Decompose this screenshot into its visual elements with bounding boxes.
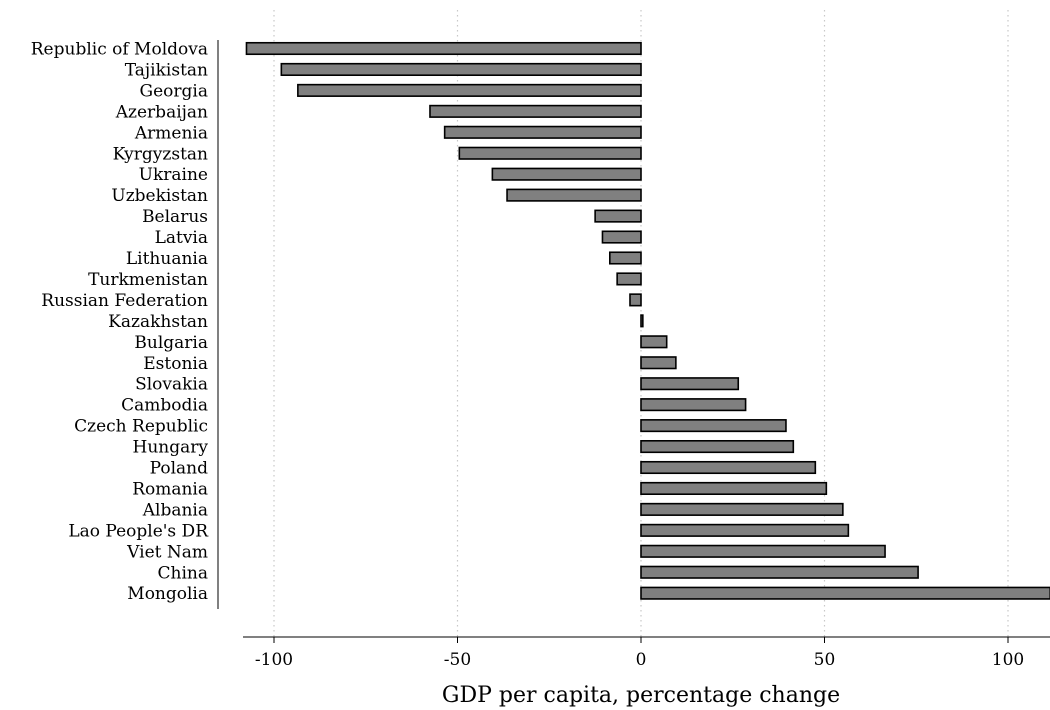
bar bbox=[640, 502, 844, 516]
bar bbox=[640, 523, 850, 537]
bar bbox=[640, 356, 677, 370]
category-label: Lao People's DR bbox=[68, 521, 209, 541]
bar bbox=[640, 377, 740, 391]
bar bbox=[245, 41, 642, 56]
bar bbox=[640, 586, 1050, 600]
bar bbox=[609, 251, 642, 265]
category-label: Cambodia bbox=[121, 396, 208, 416]
category-label: Lithuania bbox=[126, 249, 208, 269]
category-label: Kazakhstan bbox=[108, 312, 208, 332]
category-label: Tajikistan bbox=[125, 60, 208, 80]
bar bbox=[640, 335, 668, 349]
bar bbox=[640, 544, 886, 558]
category-labels: Republic of MoldovaTajikistanGeorgiaAzer… bbox=[31, 40, 209, 605]
bar bbox=[616, 272, 642, 286]
x-ticks: -100 -50 0 50 100 bbox=[255, 637, 1024, 670]
category-label: China bbox=[158, 563, 208, 583]
bar bbox=[458, 146, 642, 160]
category-label: Czech Republic bbox=[74, 417, 208, 437]
category-label: Azerbaijan bbox=[115, 102, 208, 122]
bar bbox=[297, 83, 642, 97]
x-tick-label: 0 bbox=[636, 650, 647, 670]
category-label: Belarus bbox=[142, 207, 208, 227]
bar bbox=[640, 565, 919, 579]
category-label: Ukraine bbox=[139, 165, 208, 185]
bar bbox=[601, 230, 642, 244]
category-label: Kyrgyzstan bbox=[113, 144, 208, 164]
category-label: Armenia bbox=[134, 123, 208, 143]
category-label: Poland bbox=[150, 459, 209, 479]
category-label: Republic of Moldova bbox=[31, 40, 208, 60]
category-label: Hungary bbox=[133, 438, 209, 458]
category-label: Viet Nam bbox=[126, 542, 208, 562]
category-label: Bulgaria bbox=[134, 333, 208, 353]
bar bbox=[640, 439, 795, 454]
category-label: Slovakia bbox=[135, 375, 208, 395]
category-label: Mongolia bbox=[127, 584, 208, 604]
x-tick-label: -50 bbox=[444, 650, 471, 670]
bar bbox=[640, 460, 817, 475]
category-label: Russian Federation bbox=[41, 291, 208, 311]
bar bbox=[640, 419, 787, 433]
category-label: Georgia bbox=[140, 81, 208, 101]
x-axis-title: GDP per capita, percentage change bbox=[442, 683, 840, 708]
bar bbox=[280, 62, 642, 77]
x-tick-label: -100 bbox=[255, 650, 293, 670]
bar bbox=[506, 188, 642, 202]
bar bbox=[629, 293, 642, 307]
bar bbox=[594, 209, 642, 223]
category-label: Latvia bbox=[155, 228, 208, 248]
bar bbox=[640, 314, 644, 328]
bar bbox=[491, 167, 642, 181]
category-label: Turkmenistan bbox=[88, 270, 208, 290]
bar bbox=[640, 398, 747, 412]
bars bbox=[245, 41, 1050, 600]
category-label: Estonia bbox=[143, 354, 208, 374]
x-tick-label: 100 bbox=[992, 650, 1024, 670]
x-tick-label: 50 bbox=[814, 650, 836, 670]
bar bbox=[429, 104, 642, 118]
category-label: Uzbekistan bbox=[111, 186, 208, 206]
category-label: Romania bbox=[132, 479, 208, 499]
bar bbox=[443, 125, 642, 139]
bar bbox=[640, 481, 828, 496]
category-label: Albania bbox=[142, 500, 208, 520]
